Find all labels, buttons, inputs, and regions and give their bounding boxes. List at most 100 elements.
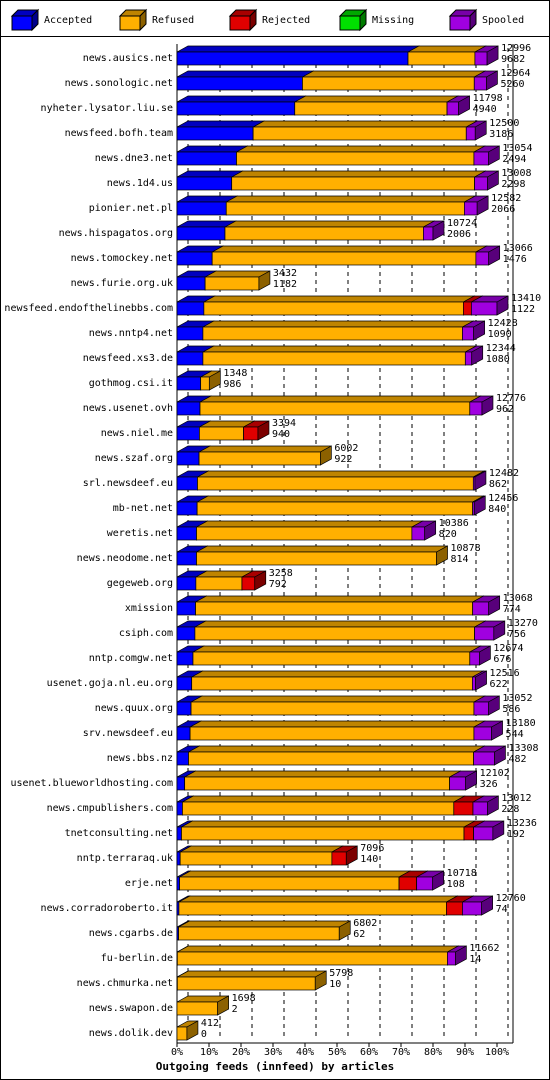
bar-segment <box>416 870 445 891</box>
bar-front <box>473 151 489 166</box>
bar-segment <box>472 670 487 691</box>
bar-top <box>196 495 484 503</box>
accepted-label: 2298 <box>501 179 525 190</box>
bar-side <box>424 520 437 541</box>
bar-front <box>176 176 233 191</box>
bar-side <box>491 720 503 741</box>
category-label: news.szaf.org <box>95 453 173 464</box>
bar-front <box>191 676 473 691</box>
category-label: weretis.net <box>107 528 173 539</box>
bar-front <box>176 301 205 316</box>
bar-front <box>179 876 400 891</box>
bar-top <box>177 945 459 953</box>
accepted-label: 482 <box>508 754 526 765</box>
bar-front <box>176 976 316 991</box>
bar-front <box>195 601 474 616</box>
bar-front <box>176 551 197 566</box>
bar-segment <box>473 695 500 716</box>
bar-front <box>176 451 200 466</box>
bar-front <box>176 426 200 441</box>
bar-segment <box>294 95 459 116</box>
bar-top <box>192 645 481 653</box>
accepted-label: 2 <box>232 1004 238 1015</box>
accepted-label: 1080 <box>486 354 510 365</box>
category-label: news.cgarbs.de <box>89 928 173 939</box>
bar-front <box>469 651 480 666</box>
accepted-label: 622 <box>490 679 508 690</box>
legend-swatch <box>229 15 251 31</box>
category-label: newsfeed.bofh.team <box>65 128 173 139</box>
bar-top <box>176 70 314 78</box>
bar-top <box>176 45 420 53</box>
accepted-label: 2494 <box>502 154 526 165</box>
total-label: 13008 <box>501 168 531 179</box>
legend-label: Accepted <box>44 15 92 26</box>
total-label: 10724 <box>447 218 477 229</box>
bar-top <box>182 795 465 803</box>
accepted-label: 1182 <box>273 279 297 290</box>
bar-front <box>176 101 296 116</box>
bar-segment <box>473 745 506 766</box>
category-label: usenet.blueworldhosting.com <box>10 778 173 789</box>
bar-segment <box>202 345 477 366</box>
total-label: 12964 <box>500 68 530 79</box>
bar-side <box>487 795 499 816</box>
legend-label: Missing <box>372 15 414 26</box>
bar-side <box>432 870 445 891</box>
bar-side <box>258 270 271 291</box>
bar-segment <box>202 320 474 341</box>
bar-side <box>492 820 505 841</box>
category-label: news.cmpublishers.com <box>47 803 173 814</box>
accepted-label: 986 <box>223 379 241 390</box>
total-label: 11798 <box>473 93 503 104</box>
bar-segment <box>176 120 265 141</box>
total-label: 12482 <box>489 468 519 479</box>
accepted-label: 10 <box>329 979 341 990</box>
legend-swatch <box>119 15 141 31</box>
bar-segment <box>302 70 486 91</box>
bar-front <box>178 926 340 941</box>
x-tick-label: 80% <box>424 1047 442 1058</box>
bar-front <box>176 1026 188 1041</box>
bar-front <box>195 576 243 591</box>
total-label: 1698 <box>232 993 256 1004</box>
bar-side <box>208 370 221 391</box>
accepted-label: 74 <box>496 904 508 915</box>
bar-segment <box>189 720 486 741</box>
bar-front <box>176 1001 218 1016</box>
bar-front <box>184 776 450 791</box>
accepted-label: 1476 <box>503 254 527 265</box>
category-label: news.swapon.de <box>89 1003 173 1014</box>
accepted-label: 9682 <box>501 54 525 65</box>
bar-front <box>176 276 206 291</box>
bar-front <box>176 76 303 91</box>
bar-front <box>462 326 474 341</box>
bar-top <box>189 720 486 728</box>
legend-label: Rejected <box>262 15 310 26</box>
bar-front <box>473 701 489 716</box>
category-label: news.corradoroberto.it <box>41 903 173 914</box>
total-label: 12996 <box>501 43 531 54</box>
total-label: 12776 <box>496 393 526 404</box>
bar-side <box>479 645 491 666</box>
total-label: 13068 <box>503 593 533 604</box>
bar-segment <box>176 1020 199 1041</box>
bar-segment <box>203 295 475 316</box>
category-label: srv.newsdeef.eu <box>83 728 173 739</box>
total-label: 13054 <box>502 143 532 154</box>
bar-front <box>176 876 180 891</box>
bar-segment <box>192 645 482 666</box>
category-label: news.tomockey.net <box>71 253 173 264</box>
bar-front <box>176 576 197 591</box>
bar-front <box>176 951 448 966</box>
bar-segment <box>473 145 500 166</box>
total-label: 13180 <box>506 718 536 729</box>
bar-top <box>407 45 487 53</box>
bar-front <box>176 776 186 791</box>
bar-side <box>488 695 500 716</box>
accepted-label: 140 <box>360 854 378 865</box>
bar-segment <box>176 995 229 1016</box>
legend-label: Spooled <box>482 15 524 26</box>
category-label: csiph.com <box>119 628 173 639</box>
